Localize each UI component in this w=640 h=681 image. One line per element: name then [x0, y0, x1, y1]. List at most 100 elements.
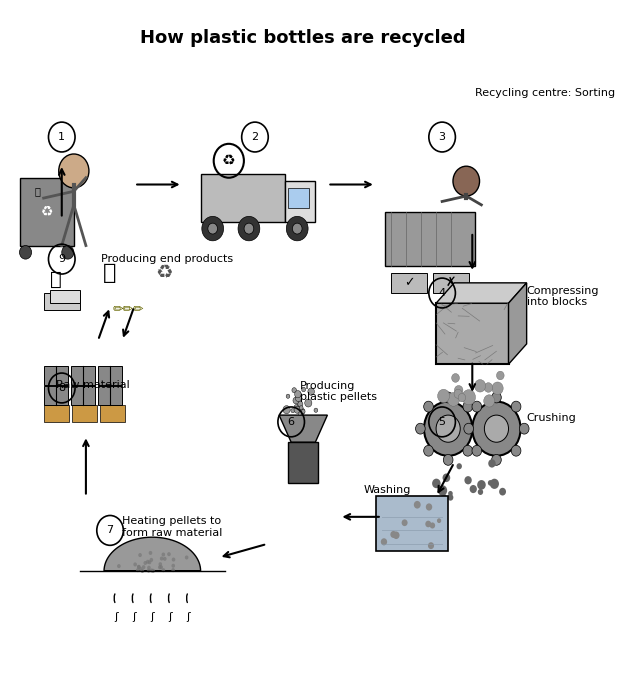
Text: ♻: ♻	[40, 204, 53, 219]
Circle shape	[414, 501, 420, 509]
FancyBboxPatch shape	[72, 405, 97, 422]
Circle shape	[137, 565, 141, 569]
Circle shape	[472, 401, 482, 412]
FancyBboxPatch shape	[71, 366, 95, 385]
FancyBboxPatch shape	[433, 272, 469, 293]
Polygon shape	[436, 283, 527, 303]
Circle shape	[158, 565, 162, 569]
Text: Washing: Washing	[364, 485, 411, 494]
FancyBboxPatch shape	[98, 366, 122, 385]
Circle shape	[148, 551, 152, 555]
Circle shape	[474, 379, 486, 392]
Circle shape	[402, 520, 408, 526]
Circle shape	[472, 445, 482, 456]
Circle shape	[426, 503, 432, 511]
Text: Producing end products: Producing end products	[101, 254, 233, 264]
Circle shape	[447, 392, 460, 407]
Circle shape	[471, 424, 481, 434]
Circle shape	[472, 402, 520, 456]
Text: 9: 9	[58, 254, 65, 264]
FancyBboxPatch shape	[385, 212, 476, 266]
Circle shape	[436, 415, 460, 442]
Circle shape	[308, 388, 314, 395]
Circle shape	[428, 542, 434, 549]
Text: Heating pellets to
form raw material: Heating pellets to form raw material	[122, 516, 223, 538]
Circle shape	[462, 390, 476, 405]
Circle shape	[484, 383, 493, 392]
Circle shape	[159, 565, 163, 569]
FancyBboxPatch shape	[288, 442, 318, 483]
Circle shape	[463, 445, 472, 456]
Circle shape	[492, 382, 503, 394]
FancyBboxPatch shape	[436, 303, 509, 364]
Circle shape	[454, 385, 463, 395]
Circle shape	[286, 217, 308, 241]
Circle shape	[150, 558, 153, 562]
Circle shape	[390, 531, 397, 538]
Text: 6: 6	[288, 417, 294, 427]
Circle shape	[465, 476, 472, 484]
Circle shape	[117, 564, 121, 568]
Text: 7: 7	[106, 526, 114, 535]
FancyBboxPatch shape	[288, 188, 309, 208]
FancyBboxPatch shape	[71, 386, 95, 405]
Circle shape	[300, 406, 303, 410]
Text: ✏✏✏: ✏✏✏	[113, 304, 144, 317]
Circle shape	[424, 401, 433, 412]
Circle shape	[244, 223, 253, 234]
Circle shape	[292, 387, 296, 393]
Circle shape	[172, 568, 175, 572]
Circle shape	[172, 564, 175, 568]
Circle shape	[139, 567, 143, 571]
Text: Compressing
into blocks: Compressing into blocks	[527, 285, 599, 307]
Circle shape	[444, 392, 453, 403]
Circle shape	[393, 531, 399, 539]
Circle shape	[172, 558, 175, 562]
Circle shape	[488, 459, 496, 468]
Text: ʃ: ʃ	[132, 612, 136, 622]
Circle shape	[456, 463, 462, 469]
Circle shape	[381, 538, 387, 545]
Circle shape	[488, 480, 493, 486]
Circle shape	[296, 395, 301, 402]
FancyBboxPatch shape	[50, 289, 80, 303]
Circle shape	[298, 411, 302, 415]
Circle shape	[484, 415, 509, 442]
Text: 🍶: 🍶	[50, 270, 61, 289]
Circle shape	[163, 557, 166, 561]
Circle shape	[490, 479, 499, 489]
Circle shape	[314, 408, 318, 413]
FancyBboxPatch shape	[44, 405, 69, 422]
Circle shape	[148, 560, 152, 565]
Text: 2: 2	[252, 132, 259, 142]
Circle shape	[458, 394, 466, 402]
Circle shape	[161, 552, 165, 556]
Circle shape	[424, 402, 472, 456]
Circle shape	[152, 569, 155, 573]
FancyBboxPatch shape	[44, 366, 68, 385]
Polygon shape	[279, 415, 328, 442]
Circle shape	[477, 480, 486, 490]
Text: ʃ: ʃ	[150, 612, 154, 622]
Circle shape	[484, 395, 495, 407]
FancyBboxPatch shape	[391, 272, 427, 293]
Text: Recycling centre: Sorting: Recycling centre: Sorting	[476, 88, 616, 98]
FancyBboxPatch shape	[200, 174, 285, 222]
Circle shape	[294, 405, 298, 409]
Circle shape	[432, 479, 440, 488]
Circle shape	[143, 561, 147, 565]
Text: 8: 8	[58, 383, 65, 393]
Circle shape	[453, 166, 479, 196]
Text: 4: 4	[438, 288, 445, 298]
Circle shape	[301, 387, 306, 392]
Circle shape	[452, 374, 460, 382]
FancyBboxPatch shape	[100, 405, 125, 422]
Circle shape	[238, 217, 260, 241]
Circle shape	[499, 488, 506, 496]
Text: ʃ: ʃ	[168, 612, 172, 622]
Text: How plastic bottles are recycled: How plastic bottles are recycled	[140, 29, 466, 46]
Polygon shape	[509, 283, 527, 364]
Circle shape	[133, 563, 137, 567]
FancyBboxPatch shape	[376, 496, 448, 551]
Circle shape	[429, 522, 435, 528]
